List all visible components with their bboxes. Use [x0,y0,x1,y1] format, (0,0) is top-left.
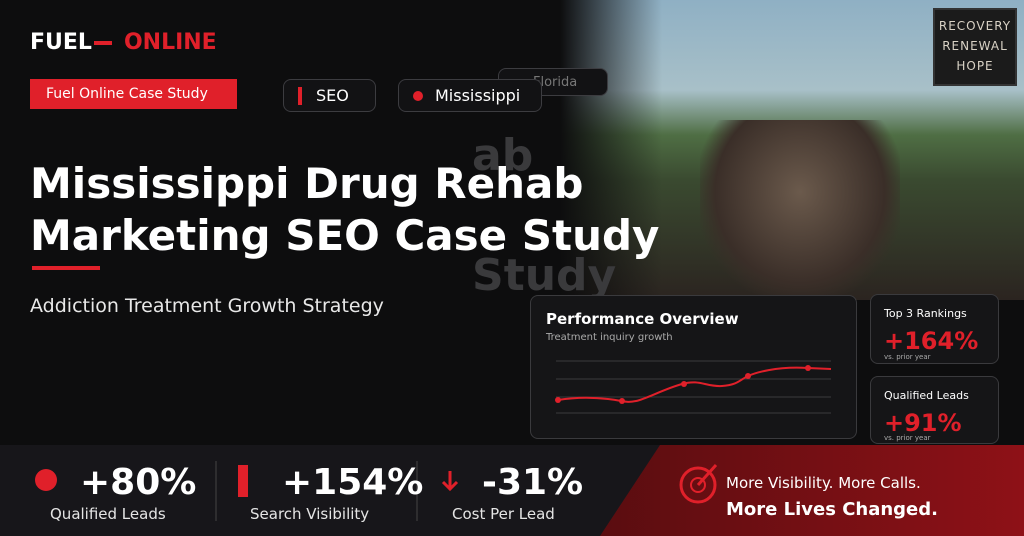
logo-name: FUEL [30,30,92,55]
chip-icon [298,86,302,105]
stat-label: Search Visibility [250,505,370,523]
ghost-text: Study [472,250,617,301]
stats-bar-art [35,445,1024,536]
logo[interactable]: FUEL ONLINE [30,30,217,55]
chip-label: Florida [533,74,578,90]
subtitle: Addiction Treatment Growth Strategy [30,295,384,317]
stat-card-note: vs. prior year [884,434,931,442]
chip-label: Mississippi [435,86,521,105]
logo-dash [93,40,112,45]
performance-card: Performance Overview Treatment inquiry g… [530,295,857,439]
chart-grid [556,360,831,414]
chip[interactable]: Mississippi [398,79,542,112]
card-title: Performance Overview [546,310,739,328]
stat-value: +80% [80,462,197,503]
stat-card: Qualified Leads +91% vs. prior year [870,376,999,444]
chip[interactable]: SEO [283,79,376,112]
title: Mississippi Drug Rehab Marketing SEO Cas… [30,158,659,262]
stat-value: -31% [482,462,584,503]
stat-card-note: vs. prior year [884,353,931,361]
stat-card-value: +164% [884,327,979,355]
stat-label: Cost Per Lead [452,505,555,523]
photo-figure [700,120,900,300]
stat-value: +154% [282,462,424,503]
trend-chart [555,360,832,414]
stats-bar: +80% Qualified Leads +154% Search Visibi… [0,445,1024,536]
stat-card-value: +91% [884,409,962,437]
title-line: Marketing SEO Case Study [30,211,660,260]
ghost-text: ab [472,130,534,181]
chip-label: SEO [316,86,349,105]
stat-card-label: Qualified Leads [884,389,969,402]
sign-line: HOPE [956,59,994,73]
stat-label: Qualified Leads [50,505,166,523]
stat-card: Top 3 Rankings +164% vs. prior year [870,294,999,364]
tag: Fuel Online Case Study [30,79,237,109]
underline [32,266,100,270]
stat-card-label: Top 3 Rankings [884,307,967,320]
tagline-strong: More Lives Changed. [726,499,938,520]
trend-points [555,365,811,404]
logo-accent: ONLINE [123,30,217,55]
sign-line: RECOVERY [938,19,1012,33]
tagline: More Visibility. More Calls. [726,474,921,492]
title-line: Mississippi Drug Rehab [30,159,584,208]
card-subtitle: Treatment inquiry growth [546,332,673,343]
chip-icon [413,90,423,101]
sign-line: RENEWAL [942,39,1008,53]
sign: RECOVERY RENEWAL HOPE [933,8,1017,86]
